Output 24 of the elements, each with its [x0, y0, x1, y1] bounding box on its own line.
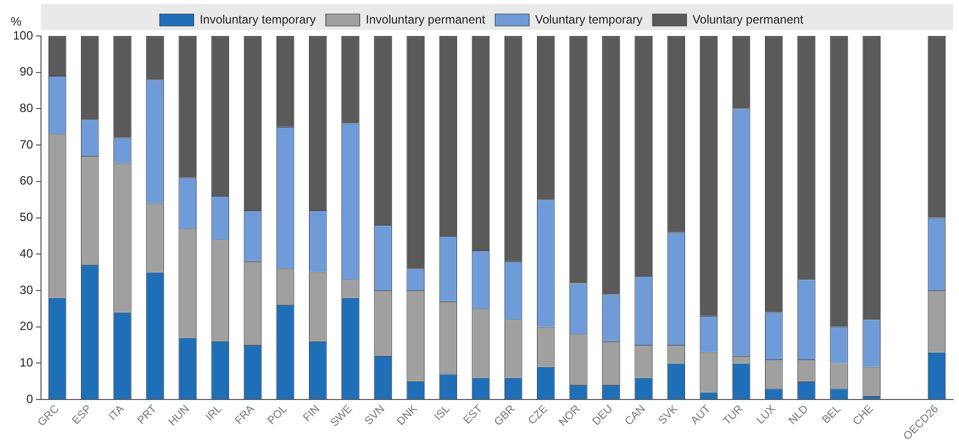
y-tick-label: 10 — [20, 356, 34, 370]
y-tick-label: 0 — [26, 392, 34, 406]
x-tick-label: BEL — [820, 402, 844, 426]
y-tick-label: 30 — [20, 282, 34, 297]
x-tick-label: IRL — [204, 402, 224, 424]
x-tick-label: POL — [266, 402, 290, 428]
y-tick-label: 60 — [20, 174, 34, 188]
y-tick-label: 50 — [20, 210, 34, 224]
x-tick-label: ITA — [106, 402, 128, 423]
y-tick-label: 40 — [20, 246, 34, 260]
x-tick-label: ISL — [432, 402, 452, 424]
x-tick-label: FRA — [232, 402, 258, 428]
y-tick-label: 90 — [20, 64, 34, 79]
y-tick-label: 100 — [12, 28, 34, 42]
y-tick-label: 80 — [20, 101, 34, 116]
legend-label: Involuntary temporary — [200, 12, 316, 26]
legend-label: Involuntary permanent — [366, 12, 486, 26]
y-tick-label: 70 — [20, 137, 34, 152]
x-tick-label: FIN — [301, 402, 322, 424]
legend-label: Voluntary permanent — [692, 12, 804, 26]
y-axis-title: % — [10, 14, 22, 28]
y-tick-label: 20 — [20, 319, 34, 334]
legend-label: Voluntary temporary — [535, 12, 643, 26]
x-tick-label: TUR — [721, 402, 746, 428]
